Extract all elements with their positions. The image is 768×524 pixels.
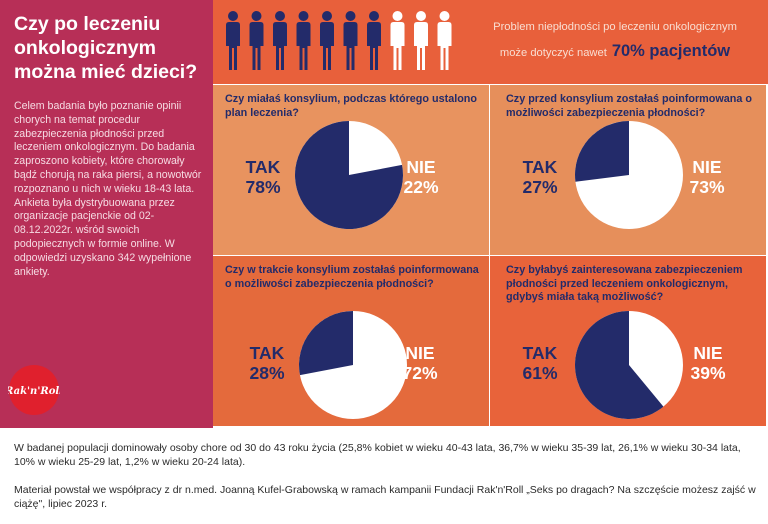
question: Czy miałaś konsylium, podczas którego us…	[225, 93, 477, 119]
stat-text-line2: może dotyczyć nawet 70% pacjentów	[470, 42, 760, 61]
stat-value: 70% pacjentów	[611, 42, 731, 60]
footer-population: W badanej populacji dominowały osoby cho…	[14, 442, 741, 468]
label-tak: TAK 61%	[522, 343, 558, 383]
stat-text-line1: Problem niepłodności po leczeniu onkolog…	[493, 21, 737, 33]
person-icon	[273, 11, 287, 70]
footer-credits: Materiał powstał we współpracy z dr n.me…	[14, 484, 756, 510]
panel-interest: Czy byłabyś zainteresowana zabezpieczeni…	[490, 256, 766, 426]
panel-info-during: Czy w trakcie konsylium zostałaś poinfor…	[213, 256, 489, 426]
label-nie: NIE 72%	[402, 343, 438, 383]
pie-slice-tak	[299, 311, 353, 376]
panel-consilium-plan: Czy miałaś konsylium, podczas którego us…	[213, 85, 489, 255]
pie-slice-tak	[294, 121, 403, 229]
question: Czy w trakcie konsylium zostałaś poinfor…	[225, 264, 479, 290]
label-tak: TAK 27%	[522, 157, 558, 197]
person-icon	[320, 11, 334, 70]
person-icon	[296, 11, 311, 70]
pie-slice-tak	[575, 311, 664, 419]
pie-slice-tak	[575, 121, 629, 182]
page-title: Czy po leczeniu onkologicznym można mieć…	[14, 13, 198, 83]
pie-chart	[299, 311, 407, 419]
question: Czy byłabyś zainteresowana zabezpieczeni…	[506, 264, 743, 303]
question: Czy przed konsylium zostałaś poinformowa…	[506, 93, 752, 119]
logo-text: Rak'n'Roll	[8, 386, 60, 397]
label-tak: TAK 28%	[249, 343, 285, 383]
label-nie: NIE 73%	[689, 157, 725, 197]
rak-n-roll-logo: Rak'n'Roll	[8, 365, 60, 415]
people-icons	[226, 11, 452, 70]
pie-chart	[575, 311, 683, 419]
label-nie: NIE 22%	[403, 157, 439, 197]
study-description: Celem badania było poznanie opinii chory…	[14, 100, 202, 278]
pie-chart	[575, 121, 683, 229]
person-icon	[390, 11, 405, 70]
label-tak: TAK 78%	[245, 157, 281, 197]
stat-text-prefix: może dotyczyć nawet	[499, 47, 607, 59]
person-icon	[437, 11, 452, 70]
person-icon	[226, 11, 240, 70]
panel-info-before: Czy przed konsylium zostałaś poinformowa…	[490, 85, 766, 255]
pie-chart	[294, 121, 403, 229]
person-icon	[343, 11, 358, 70]
person-icon	[367, 11, 381, 70]
person-icon	[249, 11, 264, 70]
sidebar: Czy po leczeniu onkologicznym można mieć…	[0, 0, 213, 428]
person-icon	[414, 11, 428, 70]
label-nie: NIE 39%	[690, 343, 726, 383]
